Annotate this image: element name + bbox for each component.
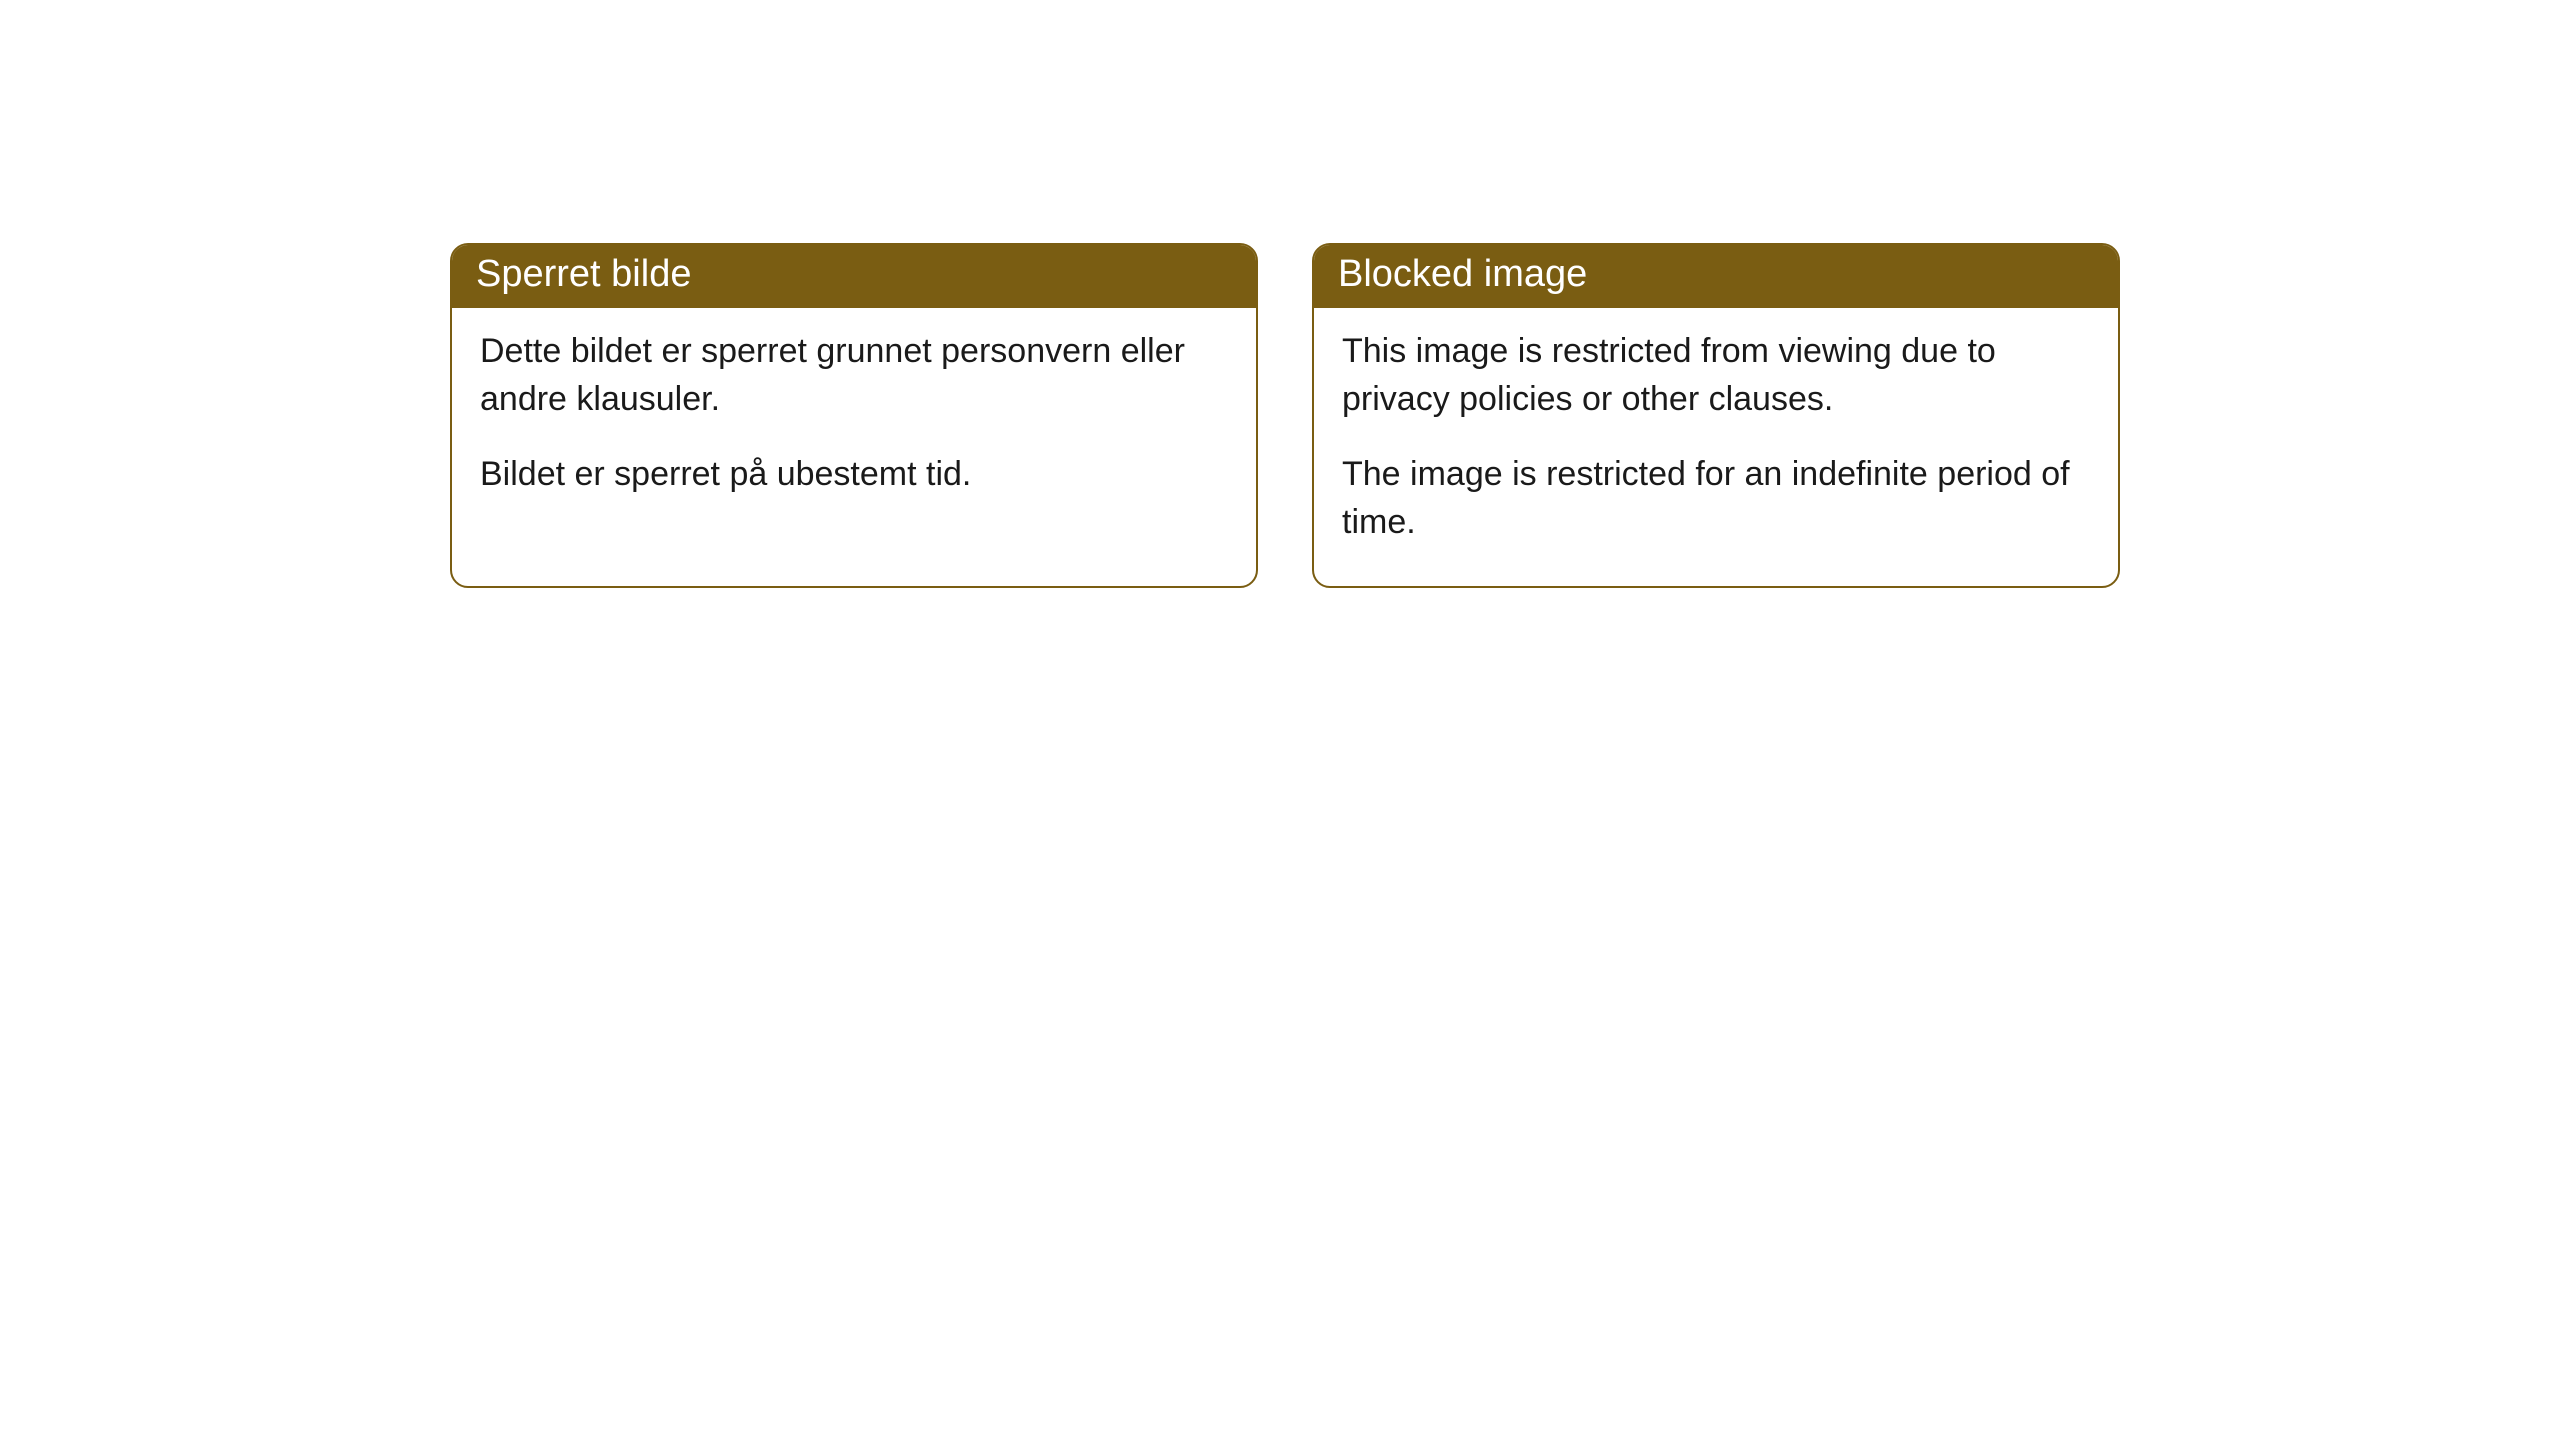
card-title: Blocked image	[1314, 245, 2118, 308]
blocked-image-card-english: Blocked image This image is restricted f…	[1312, 243, 2120, 588]
card-paragraph: The image is restricted for an indefinit…	[1342, 451, 2090, 546]
notice-cards-container: Sperret bilde Dette bildet er sperret gr…	[0, 0, 2560, 588]
card-title: Sperret bilde	[452, 245, 1256, 308]
blocked-image-card-norwegian: Sperret bilde Dette bildet er sperret gr…	[450, 243, 1258, 588]
card-paragraph: This image is restricted from viewing du…	[1342, 328, 2090, 423]
card-paragraph: Bildet er sperret på ubestemt tid.	[480, 451, 1228, 499]
card-paragraph: Dette bildet er sperret grunnet personve…	[480, 328, 1228, 423]
card-body: This image is restricted from viewing du…	[1314, 308, 2118, 586]
card-body: Dette bildet er sperret grunnet personve…	[452, 308, 1256, 539]
